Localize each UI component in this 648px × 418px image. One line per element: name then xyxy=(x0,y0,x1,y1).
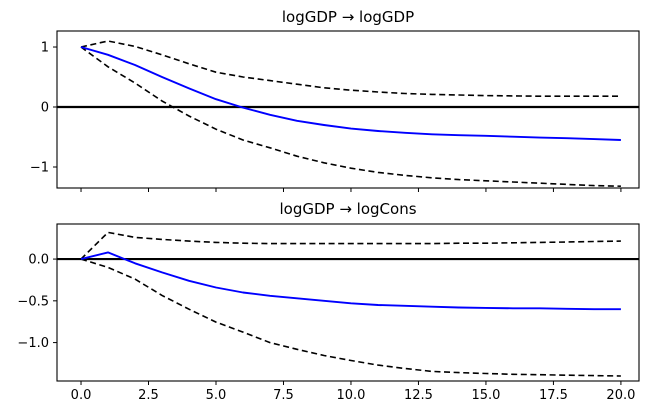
subplot-title-loggdp-loggdp: logGDP → logGDP xyxy=(281,8,415,26)
y-tick-label: 0 xyxy=(41,101,49,116)
x-tick-label: 12.5 xyxy=(404,388,433,403)
impulse-response-line xyxy=(80,251,621,311)
x-tick-label: 0.0 xyxy=(71,388,92,403)
x-tick-label: 20.0 xyxy=(606,388,635,403)
x-tick-label: 10.0 xyxy=(336,388,365,403)
axes-frame xyxy=(56,223,640,382)
impulse-response-line xyxy=(80,46,621,141)
x-tick-label: 5.0 xyxy=(206,388,227,403)
y-tick-label: 0.0 xyxy=(28,253,49,268)
x-tick-label: 17.5 xyxy=(539,388,568,403)
y-tick-label: −1.0 xyxy=(17,336,49,351)
axes-frame xyxy=(56,30,640,189)
lower-band-line xyxy=(80,258,621,377)
subplot-title-loggdp-logcons: logGDP → logCons xyxy=(279,200,417,218)
upper-band-line xyxy=(80,231,621,260)
upper-band-line xyxy=(80,40,621,97)
x-tick-label: 7.5 xyxy=(273,388,294,403)
lower-band-line xyxy=(80,46,621,187)
x-tick-label: 2.5 xyxy=(138,388,159,403)
y-tick-label: −0.5 xyxy=(17,294,49,309)
y-tick-label: 1 xyxy=(41,41,49,56)
y-tick-label: −1 xyxy=(30,161,49,176)
x-tick-label: 15.0 xyxy=(471,388,500,403)
